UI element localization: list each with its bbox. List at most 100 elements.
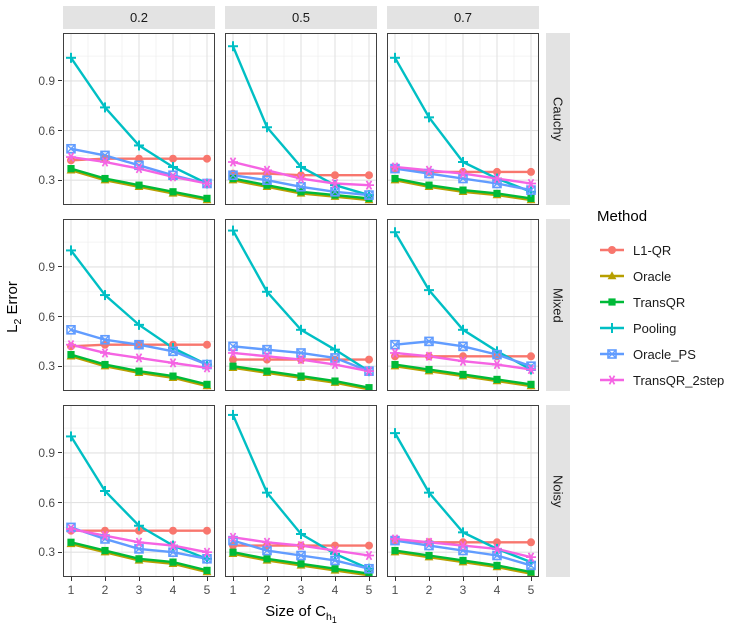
y-axis-tick	[58, 551, 62, 553]
series-marker-transqr	[263, 367, 271, 375]
series-marker-transqr	[331, 377, 339, 385]
series-marker-transqr	[135, 555, 143, 563]
series-marker-transqr-2step	[364, 366, 374, 376]
facet-row-strip-noisy: Noisy	[546, 405, 570, 577]
series-marker-transqr-2step	[492, 173, 502, 184]
x-axis-tick	[70, 577, 72, 581]
x-tick-label: 4	[169, 583, 177, 597]
series-marker-oracle-ps	[526, 560, 536, 571]
series-marker-transqr-2step	[228, 157, 238, 167]
legend-entry-pooling: Pooling	[597, 315, 747, 341]
series-marker-pooling	[424, 487, 434, 498]
series-marker-transqr	[391, 546, 399, 555]
series-marker-oracle-ps	[296, 550, 306, 561]
legend-label: Oracle	[633, 268, 672, 284]
series-marker-l1-qr	[169, 154, 177, 163]
y-axis-tick	[58, 502, 62, 504]
series-marker-transqr	[169, 372, 177, 380]
series-marker-l1-qr	[169, 526, 177, 535]
series-marker-transqr-2step	[390, 162, 400, 172]
x-axis-tick	[206, 577, 208, 581]
legend-label: TransQR_2step	[633, 372, 725, 388]
series-marker-pooling	[228, 409, 238, 420]
series-marker-transqr-2step	[296, 173, 306, 184]
y-tick-label: 0.6	[38, 309, 55, 324]
series-marker-transqr	[527, 380, 535, 388]
series-marker-l1-qr	[493, 167, 501, 176]
series-marker-pooling	[458, 157, 468, 167]
legend-label: TransQR	[633, 294, 686, 310]
series-marker-l1-qr	[331, 171, 339, 180]
legend-key-l1-qr-icon	[600, 246, 624, 254]
facet-col-strip-0-7: 0.7	[387, 6, 539, 29]
series-marker-transqr-2step	[364, 180, 374, 190]
series-marker-transqr	[263, 555, 271, 563]
series-marker-transqr-2step	[134, 163, 144, 174]
series-marker-transqr-2step	[202, 178, 212, 189]
x-axis-tick	[300, 577, 302, 581]
series-marker-transqr-2step	[66, 152, 76, 162]
series-marker-transqr-2step	[458, 356, 468, 366]
series-marker-pooling	[66, 431, 76, 442]
series-marker-transqr	[229, 548, 237, 556]
legend-key-transqr-2step-icon	[600, 375, 624, 385]
x-tick-label: 1	[229, 583, 237, 597]
y-axis-tick	[58, 316, 62, 318]
x-tick-label: 3	[297, 583, 305, 597]
series-marker-pooling	[390, 52, 400, 63]
series-marker-l1-qr	[101, 340, 109, 349]
x-axis-tick	[334, 577, 336, 581]
series-marker-transqr	[459, 556, 467, 565]
x-tick-label: 2	[425, 583, 433, 597]
series-marker-l1-qr	[493, 538, 501, 547]
legend-key-transqr-icon	[600, 298, 624, 306]
y-axis-tick	[58, 452, 62, 454]
series-marker-pooling	[134, 319, 144, 330]
x-axis-tick	[368, 577, 370, 581]
facet-panel-mixed-0-7	[387, 219, 539, 391]
facet-panel-noisy-0-5	[225, 405, 377, 577]
series-marker-l1-qr	[459, 352, 467, 361]
series-marker-transqr-2step	[134, 353, 144, 363]
x-axis-tick	[266, 577, 268, 581]
series-marker-l1-qr	[331, 541, 339, 550]
y-tick-label: 0.3	[38, 359, 55, 374]
series-marker-oracle-ps	[134, 339, 144, 350]
series-marker-transqr-2step	[202, 547, 212, 557]
series-marker-pooling	[262, 487, 272, 498]
series-marker-oracle-ps	[228, 170, 238, 181]
series-marker-l1-qr	[391, 352, 399, 361]
series-marker-pooling	[100, 290, 110, 301]
y-tick-label: 0.9	[38, 445, 55, 460]
series-marker-transqr	[135, 367, 143, 375]
series-marker-transqr	[101, 360, 109, 369]
facet-panel-mixed-0-5	[225, 219, 377, 391]
series-marker-transqr-2step	[134, 537, 144, 547]
series-marker-transqr	[297, 560, 305, 568]
x-axis-tick	[496, 577, 498, 581]
series-marker-transqr	[169, 558, 177, 566]
series-marker-transqr	[493, 189, 501, 198]
series-marker-transqr-2step	[424, 351, 434, 361]
facet-panel-mixed-0-2	[63, 219, 215, 391]
series-marker-oracle-ps	[66, 325, 76, 335]
series-marker-l1-qr	[527, 538, 535, 547]
series-marker-transqr	[169, 188, 177, 196]
legend-key-oracle-ps-icon	[600, 349, 624, 359]
series-marker-transqr-2step	[228, 532, 238, 543]
series-marker-transqr	[459, 186, 467, 194]
series-marker-transqr	[101, 546, 109, 555]
series-marker-pooling	[390, 227, 400, 238]
x-axis-tick	[138, 577, 140, 581]
legend-title: Method	[597, 208, 648, 225]
series-marker-transqr-2step	[526, 364, 536, 375]
series-marker-l1-qr	[203, 340, 211, 349]
series-marker-l1-qr	[263, 541, 271, 550]
series-marker-pooling	[228, 41, 238, 52]
series-marker-oracle-ps	[458, 341, 468, 352]
facet-panel-cauchy-0-2	[63, 33, 215, 205]
legend-entry-oracle: Oracle	[597, 263, 747, 289]
x-tick-label: 5	[203, 583, 211, 597]
series-marker-transqr-2step	[492, 359, 502, 370]
